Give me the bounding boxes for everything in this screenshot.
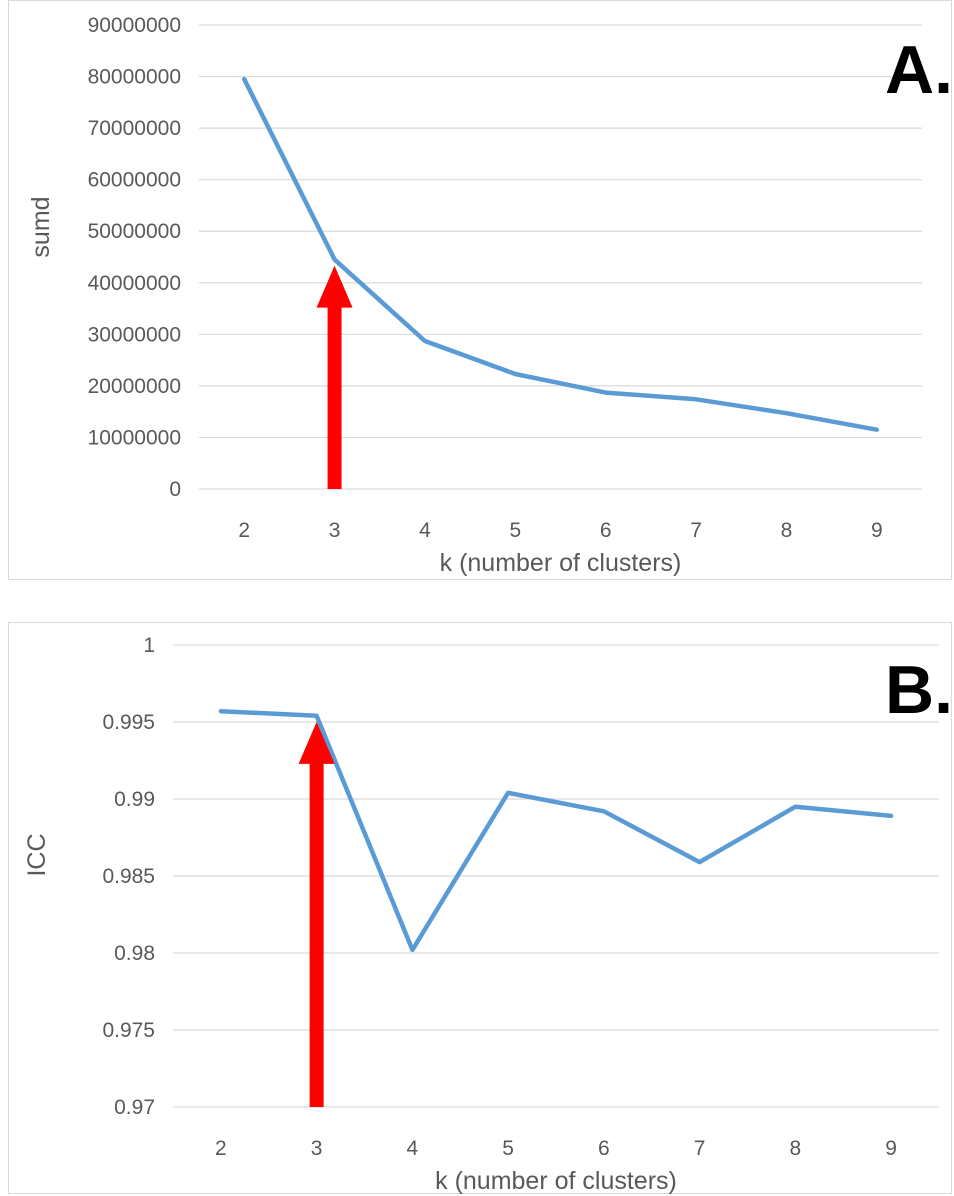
series-line xyxy=(218,708,894,953)
arrow-shaft xyxy=(309,761,324,1107)
chart-b-svg: 0.97 0.975 0.98 0.985 0.99 0.995 1 2 3 4 5 6 7 8 9 k (n… xyxy=(23,634,953,1195)
series-line xyxy=(241,76,880,432)
chart-panel-b: 0.97 0.975 0.98 0.985 0.99 0.995 1 2 3 4 5 6 7 8 9 k (n… xyxy=(8,622,953,1195)
arrow-head xyxy=(316,265,353,308)
arrow-head xyxy=(298,721,335,764)
x-tick-label: 6 xyxy=(600,519,612,542)
y-tick-label: 0.975 xyxy=(102,1019,155,1042)
y-tick-label: 20000000 xyxy=(88,375,181,398)
y-tick-label: 30000000 xyxy=(88,323,181,346)
y-axis-label: sumd xyxy=(27,196,55,257)
x-tick-label: 6 xyxy=(598,1137,610,1160)
y-tick-label: 10000000 xyxy=(88,426,181,449)
x-tick-label: 4 xyxy=(419,519,431,542)
y-tick-label: 1 xyxy=(143,634,155,657)
panel-label: A. xyxy=(885,32,953,108)
panel-label: B. xyxy=(885,652,953,728)
x-tick-label: 5 xyxy=(509,519,521,542)
y-tick-label: 0.97 xyxy=(114,1096,155,1119)
x-tick-label: 8 xyxy=(790,1137,802,1160)
arrow-shaft xyxy=(327,305,342,489)
x-tick-label: 2 xyxy=(215,1137,227,1160)
y-tick-label: 40000000 xyxy=(88,272,181,295)
x-axis-label: k (number of clusters) xyxy=(435,1167,677,1195)
x-axis-label: k (number of clusters) xyxy=(440,549,682,577)
x-tick-label: 7 xyxy=(690,519,702,542)
x-tick-label: 5 xyxy=(502,1137,514,1160)
y-tick-label: 60000000 xyxy=(88,169,181,192)
x-tick-label: 2 xyxy=(238,519,250,542)
y-tick-label: 0.98 xyxy=(114,942,155,965)
x-tick-label: 7 xyxy=(694,1137,706,1160)
x-tick-label: 3 xyxy=(329,519,341,542)
y-tick-label: 0.995 xyxy=(102,711,155,734)
chart-a-svg: 0 10000000 20000000 30000000 40000000 5000000… xyxy=(27,14,953,577)
y-tick-label: 0.99 xyxy=(114,788,155,811)
x-tick-label: 3 xyxy=(311,1137,323,1160)
x-tick-label: 9 xyxy=(885,1137,897,1160)
x-tick-label: 9 xyxy=(871,519,883,542)
x-tick-label: 8 xyxy=(781,519,793,542)
y-tick-label: 80000000 xyxy=(88,66,181,89)
y-axis-label: ICC xyxy=(23,833,51,876)
y-tick-label: 50000000 xyxy=(88,220,181,243)
y-tick-label: 0.985 xyxy=(102,865,155,888)
chart-panel-a: 0 10000000 20000000 30000000 40000000 5000000… xyxy=(8,0,953,580)
y-tick-label: 70000000 xyxy=(88,117,181,140)
y-tick-label: 0 xyxy=(169,478,181,501)
y-tick-label: 90000000 xyxy=(88,14,181,37)
x-tick-label: 4 xyxy=(407,1137,419,1160)
